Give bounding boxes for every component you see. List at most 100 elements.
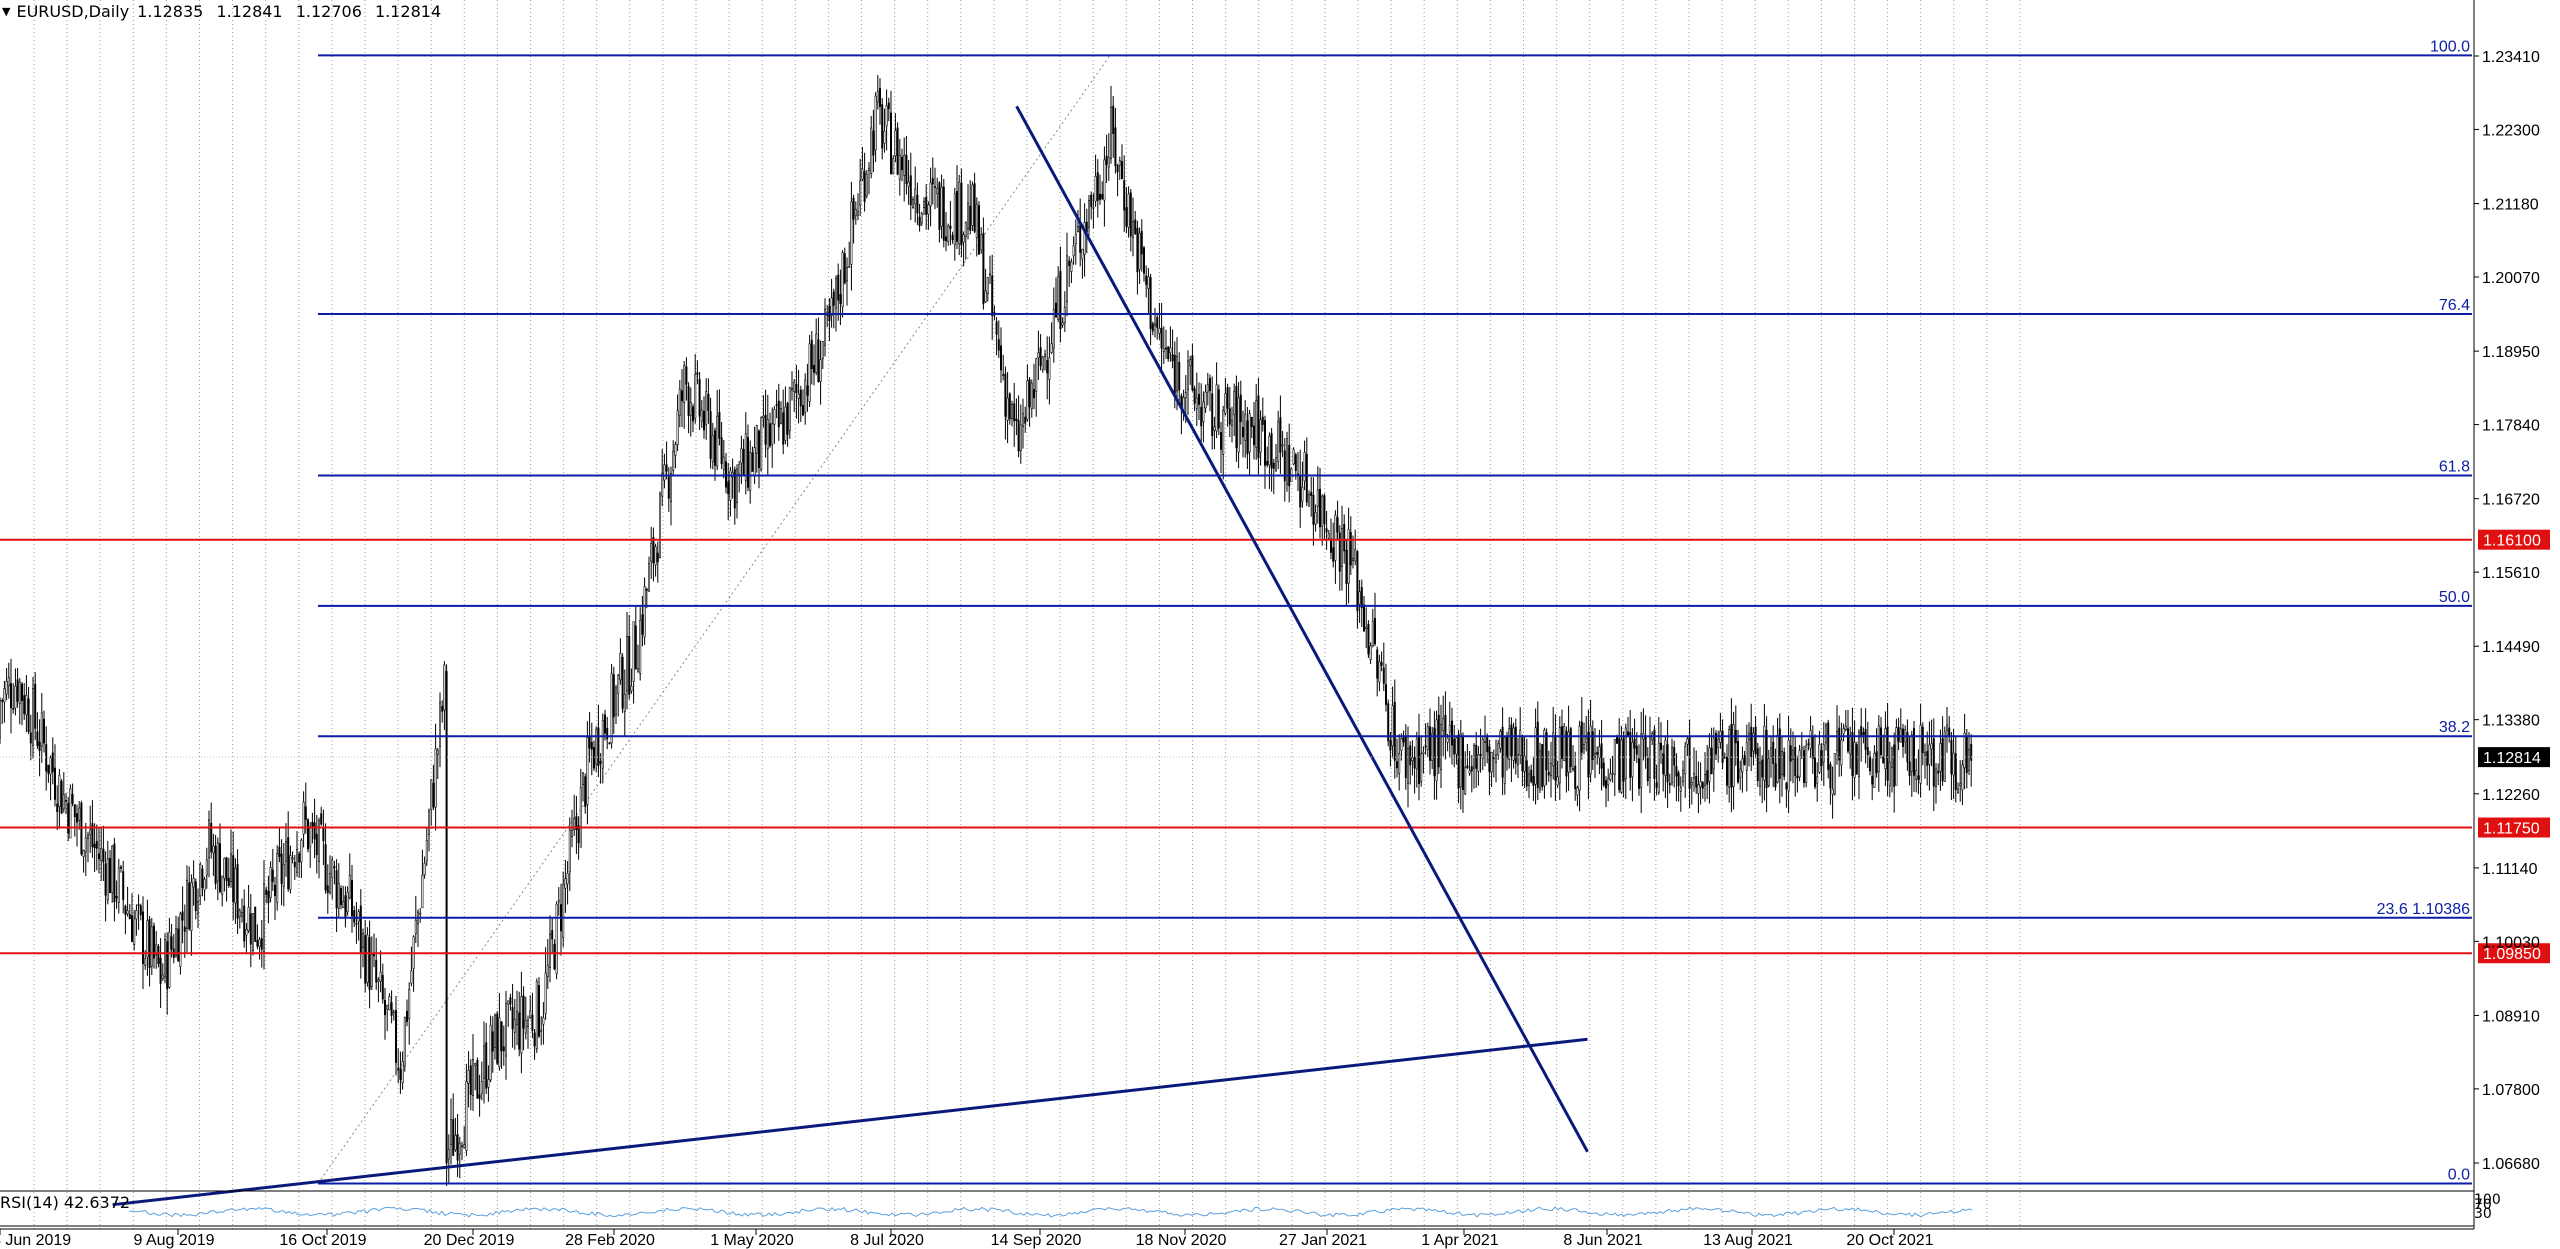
candle-body bbox=[100, 848, 103, 861]
candle-body bbox=[1081, 248, 1084, 260]
candle-body bbox=[652, 537, 655, 564]
candle-body bbox=[557, 899, 560, 903]
candle-body bbox=[982, 233, 985, 305]
candle-body bbox=[1195, 397, 1198, 409]
candle-body bbox=[1695, 775, 1698, 788]
candle-body bbox=[148, 919, 151, 968]
candle-body bbox=[1059, 270, 1062, 330]
trendlines[interactable] bbox=[112, 105, 1589, 1207]
y-tick-label: 1.06680 bbox=[2482, 1156, 2540, 1173]
candle-body bbox=[1913, 728, 1916, 776]
candle-body bbox=[1451, 720, 1454, 746]
candle-body bbox=[977, 205, 980, 255]
candle-body bbox=[1706, 770, 1709, 785]
candle-body bbox=[1838, 727, 1841, 761]
candle-body bbox=[1028, 379, 1031, 408]
candle-body bbox=[205, 859, 208, 876]
candle-body bbox=[1037, 352, 1040, 358]
candle-body bbox=[1228, 408, 1231, 425]
dropdown-arrow-icon[interactable]: ▼ bbox=[2, 4, 11, 18]
y-tick-label: 1.20070 bbox=[2482, 270, 2540, 287]
y-tick-label: 1.12260 bbox=[2482, 787, 2540, 804]
candle-body bbox=[1046, 360, 1049, 374]
candle-body bbox=[113, 843, 116, 903]
candle-body bbox=[1202, 401, 1205, 422]
candle-body bbox=[1222, 410, 1225, 455]
candle-body bbox=[1928, 744, 1931, 766]
candle-body bbox=[25, 694, 28, 716]
candle-body bbox=[740, 448, 743, 464]
candle-body bbox=[478, 1094, 481, 1099]
candle-body bbox=[634, 625, 637, 669]
candle-body bbox=[540, 1029, 543, 1032]
candle-body bbox=[1844, 725, 1847, 730]
candle-body bbox=[1752, 732, 1755, 752]
candle-body bbox=[1554, 735, 1557, 781]
candle-body bbox=[485, 1042, 488, 1089]
candle-body bbox=[515, 1010, 518, 1025]
candle-body bbox=[403, 1016, 406, 1067]
candle-body bbox=[89, 829, 92, 836]
candle-body bbox=[960, 182, 963, 246]
candle-body bbox=[553, 943, 556, 970]
candle-body bbox=[1510, 724, 1513, 757]
candle-body bbox=[106, 858, 109, 901]
candle-body bbox=[896, 127, 899, 175]
candle-body bbox=[764, 414, 767, 445]
high-value: 1.12841 bbox=[216, 1, 283, 21]
candle-body bbox=[399, 1069, 402, 1080]
candle-body bbox=[1543, 729, 1546, 787]
candle-body bbox=[146, 920, 149, 958]
candle-body bbox=[1400, 738, 1403, 751]
candle-body bbox=[1701, 782, 1704, 789]
candle-body bbox=[1710, 747, 1713, 775]
candle-body bbox=[533, 1032, 536, 1047]
candle-body bbox=[42, 718, 45, 744]
candle-body bbox=[1220, 432, 1223, 450]
candle-body bbox=[1259, 419, 1262, 453]
candle-body bbox=[1231, 419, 1234, 426]
candle-body bbox=[1666, 744, 1669, 783]
candle-body bbox=[1314, 512, 1317, 525]
candle-body bbox=[1446, 737, 1449, 743]
candle-body bbox=[1567, 731, 1570, 773]
candle-body bbox=[1305, 453, 1308, 503]
candle-body bbox=[438, 702, 441, 747]
candle-body bbox=[771, 423, 774, 446]
candle-body bbox=[1033, 389, 1036, 399]
candle-body bbox=[65, 800, 68, 802]
candle-body bbox=[927, 204, 930, 215]
candle-body bbox=[425, 840, 428, 862]
candle-body bbox=[1105, 155, 1108, 165]
candle-body bbox=[265, 889, 268, 895]
candle-body bbox=[1915, 770, 1918, 780]
candle-body bbox=[1253, 425, 1256, 446]
candle-body bbox=[249, 913, 252, 945]
candle-body bbox=[31, 688, 34, 746]
candle-body bbox=[414, 919, 417, 935]
y-tick-label: 1.15610 bbox=[2482, 565, 2540, 582]
candle-body bbox=[78, 807, 81, 821]
candle-body bbox=[903, 154, 906, 176]
candle-body bbox=[1112, 105, 1115, 134]
candle-body bbox=[71, 793, 74, 804]
candle-body bbox=[718, 412, 721, 439]
horizontal-levels[interactable]: 100.0 76.4 61.8 50.0 38.2 23.6 1.10386 0.0 bbox=[0, 38, 2472, 1185]
candle-body bbox=[705, 391, 708, 425]
candle-body bbox=[1785, 782, 1788, 790]
candle-body bbox=[1818, 743, 1821, 773]
candle-body bbox=[1704, 774, 1707, 786]
candle-body bbox=[1880, 727, 1883, 755]
candle-body bbox=[1068, 260, 1071, 267]
candle-body bbox=[386, 1005, 389, 1010]
candle-body bbox=[1765, 729, 1768, 789]
candle-body bbox=[1690, 782, 1693, 786]
candle-body bbox=[1847, 728, 1850, 752]
candle-body bbox=[1587, 731, 1590, 778]
candle-body bbox=[5, 680, 8, 695]
fib-level-label: 0.0 bbox=[2448, 1167, 2470, 1184]
candle-body bbox=[1176, 356, 1179, 392]
candle-body bbox=[1272, 462, 1275, 469]
candle-body bbox=[1061, 322, 1064, 326]
